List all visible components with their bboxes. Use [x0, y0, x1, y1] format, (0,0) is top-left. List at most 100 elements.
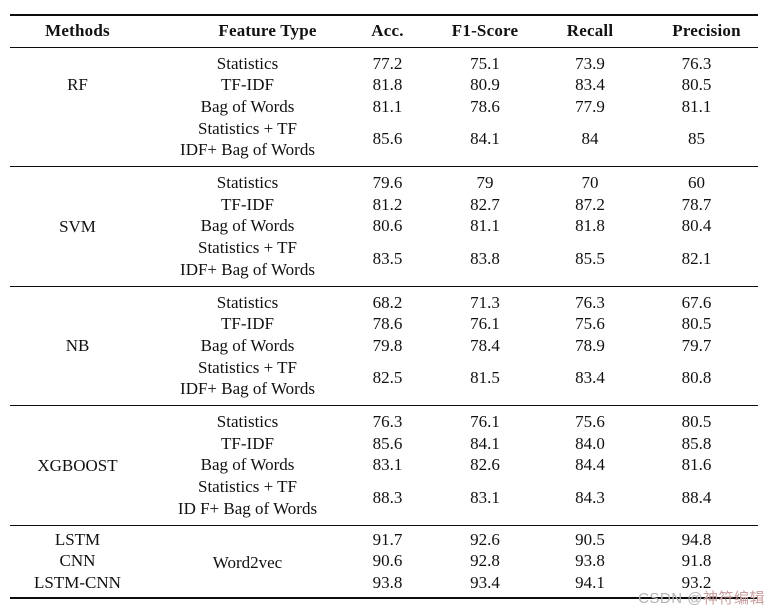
value-cell-f1: 81.1: [470, 216, 500, 236]
value-cell-f1: 81.5: [470, 368, 500, 388]
method-cell: LSTM-CNN: [34, 572, 121, 592]
value-cell-precision: 93.2: [681, 572, 712, 592]
value-cell-f1: 78.4: [470, 335, 500, 355]
value-cell-precision: 80.5: [681, 314, 712, 334]
feature-cell: Word2vec: [212, 552, 283, 572]
header-feature-type-label: Feature Type: [218, 21, 317, 41]
value-cell-recall: 75.6: [575, 412, 605, 432]
value-cell-recall: 77.9: [575, 96, 605, 116]
value-cell-f1: 75.1: [470, 53, 500, 73]
value-cell-acc: 79.8: [372, 335, 403, 355]
feature-cell: Statistics: [216, 53, 279, 73]
feature-line-1: Statistics + TF: [197, 118, 297, 138]
value-cell-recall: 76.3: [575, 292, 605, 312]
table-row: TF-IDF 85.6 84.1 84.0 85.8: [10, 433, 758, 455]
value-cell-recall: 93.8: [575, 551, 605, 571]
value-cell-f1: 79: [476, 173, 494, 193]
value-cell-precision: 85.8: [681, 433, 712, 453]
header-precision: Precision: [635, 15, 758, 47]
table-row: NB Statistics 68.2 71.3 76.3 67.6: [10, 286, 758, 356]
table-header: Methods Feature Type Acc. F1-Score Recal…: [10, 15, 758, 47]
value-cell-precision: 88.4: [681, 488, 712, 507]
feature-line-2: IDF+ Bag of Words: [180, 379, 315, 399]
value-cell-f1: 76.1: [470, 412, 500, 432]
section-xgboost: XGBOOST Statistics 76.3 76.1 75.6 80.5 T…: [10, 406, 758, 526]
method-cell: SVM: [10, 167, 145, 287]
feature-line-2: ID F+ Bag of Words: [177, 498, 318, 518]
value-cell-f1: 71.3: [470, 292, 500, 312]
value-cell-acc: 81.8: [372, 75, 403, 95]
value-cell-precision: 81.6: [681, 455, 712, 475]
table-row: CNN 90.6 92.8 93.8 91.8: [10, 550, 758, 572]
value-cell-acc: 82.5: [372, 368, 403, 388]
value-cell-f1: 92.8: [470, 551, 500, 571]
feature-cell: Statistics: [216, 173, 279, 193]
value-cell-recall: 84.4: [575, 455, 605, 475]
value-cell-recall: 87.2: [575, 194, 605, 214]
value-cell-precision: 67.6: [681, 292, 712, 312]
value-cell-recall: 70: [581, 173, 599, 193]
value-cell-acc: 85.6: [372, 129, 403, 149]
value-cell-acc: 80.6: [372, 216, 403, 236]
method-cell: NB: [10, 286, 145, 406]
table-row: TF-IDF 81.8 80.9 83.4 80.5: [10, 74, 758, 96]
value-cell-acc: 90.6: [372, 551, 403, 571]
value-cell-f1: 80.9: [470, 75, 500, 95]
value-cell-f1: 92.6: [470, 529, 500, 549]
value-cell-precision: 81.1: [681, 96, 712, 116]
value-cell-recall: 73.9: [575, 53, 605, 73]
value-cell-precision: 85: [688, 129, 705, 149]
table-row: TF-IDF 81.2 82.7 87.2 78.7: [10, 194, 758, 216]
feature-line-2: IDF+ Bag of Words: [180, 140, 315, 160]
value-cell-precision: 82.1: [681, 248, 712, 268]
feature-cell: Statistics + TF ID F+ Bag of Words: [145, 476, 350, 525]
value-cell-precision: 76.3: [681, 53, 712, 73]
feature-cell: Statistics + TF IDF+ Bag of Words: [145, 357, 350, 406]
value-cell-recall: 75.6: [575, 314, 605, 334]
value-cell-f1: 78.6: [470, 96, 500, 116]
value-cell-acc: 81.1: [372, 96, 403, 116]
table-row: Statistics + TF IDF+ Bag of Words 85.6 8…: [10, 118, 758, 167]
value-cell-f1: 82.7: [470, 194, 500, 214]
value-cell-precision: 80.8: [681, 368, 712, 388]
table-row: TF-IDF 78.6 76.1 75.6 80.5: [10, 313, 758, 335]
value-cell-precision: 91.8: [681, 551, 712, 571]
value-cell-f1: 84.1: [470, 129, 500, 149]
value-cell-acc: 83.1: [372, 455, 403, 475]
table-row: Statistics + TF IDF+ Bag of Words 83.5 8…: [10, 237, 758, 286]
value-cell-recall: 81.8: [575, 216, 605, 236]
value-cell-acc: 81.2: [372, 194, 403, 214]
value-cell-precision: 79.7: [681, 335, 712, 355]
value-cell-recall: 84.3: [575, 488, 605, 507]
feature-cell: Bag of Words: [200, 96, 295, 116]
value-cell-recall: 78.9: [575, 335, 605, 355]
value-cell-acc: 68.2: [372, 292, 403, 312]
feature-cell: TF-IDF: [221, 194, 274, 214]
value-cell-recall: 90.5: [575, 529, 605, 549]
value-cell-f1: 83.1: [470, 488, 500, 507]
value-cell-acc: 93.8: [372, 572, 403, 592]
value-cell-acc: 78.6: [372, 314, 403, 334]
value-cell-recall: 84: [581, 129, 599, 149]
csdn-watermark: CSDN @神符编辑: [638, 587, 765, 608]
method-label: SVM: [59, 216, 96, 236]
feature-cell: Statistics + TF IDF+ Bag of Words: [145, 237, 350, 286]
header-f1-score: F1-Score: [451, 21, 519, 41]
section-word2vec: LSTM Word2vec 91.7 92.6 90.5 94.8 CNN 90…: [10, 525, 758, 598]
section-rf: RF Statistics 77.2 75.1 73.9 76.3 TF-IDF…: [10, 47, 758, 167]
value-cell-recall: 94.1: [575, 572, 605, 592]
table-row: Bag of Words 81.1 78.6 77.9 81.1: [10, 96, 758, 118]
value-cell-recall: 83.4: [575, 75, 605, 95]
header-row: Methods Feature Type Acc. F1-Score Recal…: [10, 15, 758, 47]
table-row: Statistics + TF ID F+ Bag of Words 88.3 …: [10, 476, 758, 525]
table-row: RF Statistics 77.2 75.1 73.9 76.3: [10, 47, 758, 95]
header-recall: Recall: [566, 21, 614, 41]
method-label: NB: [65, 336, 90, 356]
value-cell-recall: 84.0: [575, 433, 605, 453]
feature-cell: Statistics: [216, 412, 279, 432]
method-cell: CNN: [59, 551, 96, 571]
table-row: LSTM Word2vec 91.7 92.6 90.5 94.8: [10, 525, 758, 572]
method-cell: LSTM: [54, 529, 101, 549]
table-row: Bag of Words 80.6 81.1 81.8 80.4: [10, 215, 758, 237]
